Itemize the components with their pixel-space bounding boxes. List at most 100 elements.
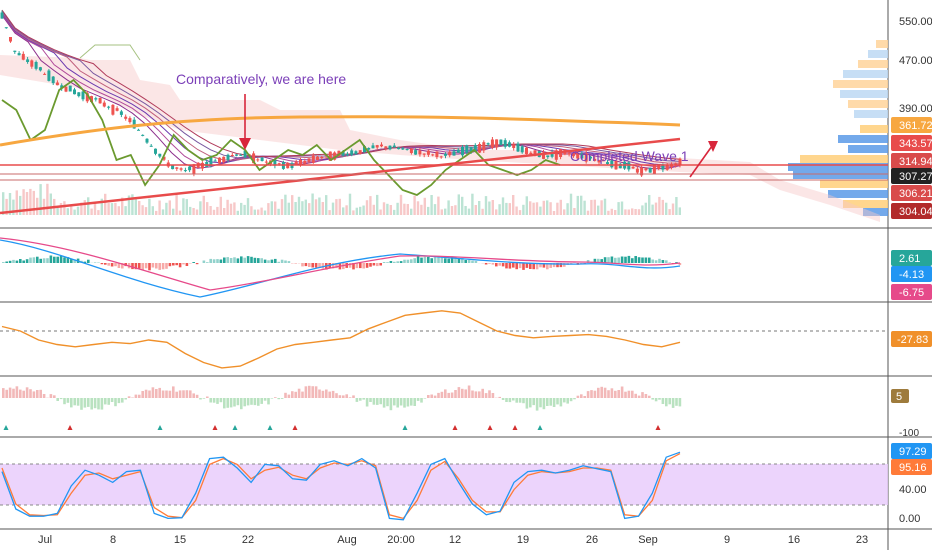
macd-bar — [386, 262, 389, 263]
histogram-bar — [437, 393, 440, 398]
macd-bar — [5, 262, 8, 264]
histogram-bar — [349, 397, 352, 398]
volume-bar — [284, 195, 286, 215]
volume-bar — [175, 195, 177, 215]
volume-bar — [611, 209, 613, 215]
macd-bar — [33, 257, 36, 263]
macd-bar — [192, 262, 195, 263]
macd-bar — [430, 258, 433, 263]
macd-bar — [189, 263, 192, 264]
histogram-bar — [318, 390, 321, 399]
volume-bar — [529, 201, 531, 215]
histogram-bar — [393, 398, 396, 405]
candle-body — [128, 118, 131, 122]
histogram-bar — [373, 398, 376, 405]
candle-body — [453, 151, 456, 155]
candle-body — [482, 142, 485, 150]
histogram-bar — [556, 398, 559, 404]
candle-body — [137, 130, 140, 131]
volume-bar — [274, 202, 276, 216]
candle-body — [52, 77, 55, 84]
macd-bar — [634, 256, 637, 263]
histogram-bar — [94, 398, 97, 408]
macd-bar — [366, 263, 369, 268]
histogram-bar — [543, 398, 546, 409]
histogram-bar — [498, 397, 501, 398]
macd-bar — [179, 263, 182, 267]
volume-bar — [675, 197, 677, 215]
macd-bar — [628, 256, 631, 263]
volume-bar — [509, 203, 511, 215]
histogram-bar — [655, 398, 658, 401]
histogram-bar — [12, 389, 15, 398]
volume-bar — [362, 206, 364, 216]
macd-bar — [498, 263, 501, 266]
macd-bar — [485, 263, 488, 265]
candle-body — [521, 146, 524, 152]
macd-bar — [607, 257, 610, 263]
histogram-bar — [33, 391, 36, 398]
volume-bar — [349, 194, 351, 215]
volume-bar — [226, 200, 228, 215]
volume-bar — [413, 196, 415, 215]
histogram-bar — [362, 398, 365, 400]
volume-profile-row-5 — [854, 110, 888, 118]
histogram-bar — [594, 391, 597, 398]
candle-body — [218, 158, 221, 164]
histogram-bar — [274, 397, 277, 398]
volume-bar — [672, 204, 674, 216]
volume-bar — [430, 195, 432, 215]
volume-bar — [393, 210, 395, 215]
histogram-bar — [369, 398, 372, 402]
volume-bar — [155, 211, 157, 215]
histogram-bar — [611, 388, 614, 398]
histogram-bar — [291, 391, 294, 398]
volume-bar — [468, 209, 470, 215]
volume-profile-row-7 — [838, 135, 888, 143]
volume-profile-row-6 — [860, 125, 888, 133]
histogram-bar — [628, 391, 631, 398]
histogram-bar — [322, 391, 325, 398]
time-axis-label-8: 26 — [586, 534, 598, 546]
macd-bar — [9, 261, 12, 263]
volume-bar — [614, 210, 616, 215]
candle-body — [77, 92, 80, 96]
volume-bar — [308, 203, 310, 215]
volume-bar — [488, 202, 490, 216]
volume-bar — [519, 210, 521, 215]
price-axis-label-3: 390.00 — [899, 103, 932, 115]
volume-bar — [420, 205, 422, 215]
volume-bar — [220, 197, 222, 215]
volume-bar — [158, 201, 160, 216]
macd-bar — [502, 263, 505, 266]
histogram-bar — [600, 387, 603, 398]
candle-body — [401, 148, 404, 149]
histogram-bar — [22, 391, 25, 398]
volume-bar — [148, 199, 150, 215]
histogram-bar — [328, 392, 331, 398]
macd-bar — [522, 263, 525, 270]
macd-bar — [169, 263, 172, 266]
histogram-bar — [192, 393, 195, 398]
histogram-bar — [213, 398, 216, 403]
histogram-bar — [26, 387, 29, 398]
histogram-bar — [70, 398, 73, 407]
volume-bar — [240, 203, 242, 215]
histogram-bar — [529, 398, 532, 407]
volume-bar — [556, 203, 558, 215]
time-axis-label-6: 12 — [449, 534, 461, 546]
histogram-bar — [454, 390, 457, 398]
candle-body — [517, 144, 520, 152]
macd-bar — [260, 258, 263, 263]
candle-body — [188, 167, 191, 171]
volume-bar — [563, 209, 565, 215]
volume-bar — [386, 204, 388, 215]
histogram-bar — [590, 390, 593, 398]
histogram-bar — [179, 390, 182, 398]
macd-bar — [2, 262, 5, 263]
candle-body — [384, 146, 387, 148]
macd-bar — [651, 260, 654, 264]
candle-body — [512, 144, 515, 148]
